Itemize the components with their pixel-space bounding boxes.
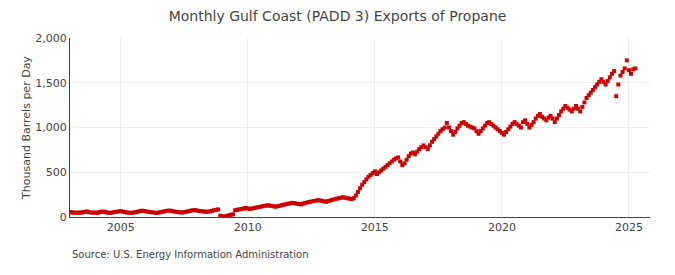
- svg-text:2,000: 2,000: [35, 32, 67, 45]
- svg-text:Source: U.S. Energy Informatio: Source: U.S. Energy Information Administ…: [72, 249, 309, 260]
- svg-text:2020: 2020: [488, 221, 516, 234]
- svg-text:2010: 2010: [234, 221, 262, 234]
- svg-text:2015: 2015: [361, 221, 389, 234]
- svg-text:500: 500: [46, 166, 67, 179]
- svg-text:2005: 2005: [107, 221, 135, 234]
- svg-text:2025: 2025: [615, 221, 643, 234]
- svg-text:Thousand Barrels per Day: Thousand Barrels per Day: [20, 56, 33, 200]
- svg-text:0: 0: [60, 211, 67, 224]
- svg-text:Monthly Gulf Coast (PADD 3) Ex: Monthly Gulf Coast (PADD 3) Exports of P…: [169, 8, 507, 24]
- svg-text:1,000: 1,000: [35, 121, 67, 134]
- svg-text:1,500: 1,500: [35, 77, 67, 90]
